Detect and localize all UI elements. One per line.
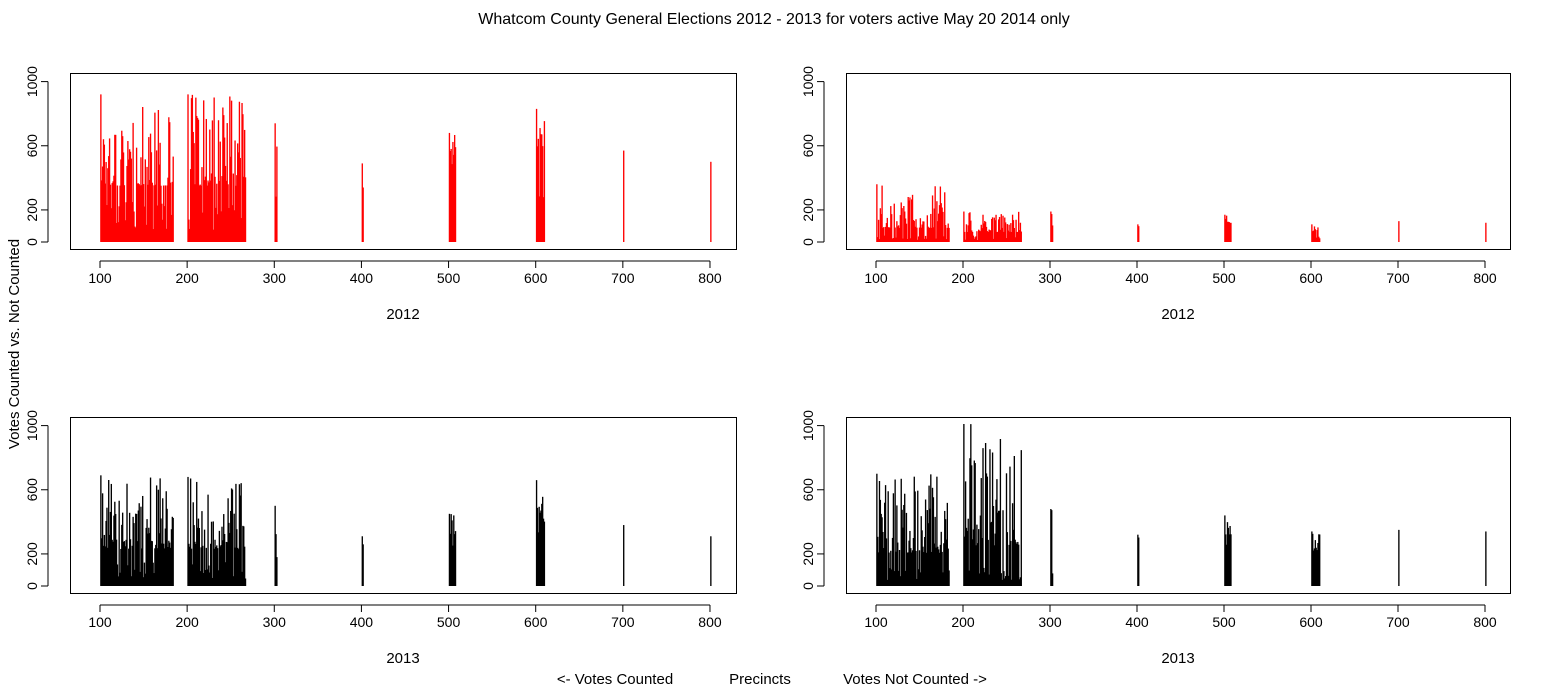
y-tick-label: 1000 (24, 410, 40, 441)
x-axis: 100 200 300 400 500 600 700 800 (88, 260, 722, 286)
x-axis-label: 2013 (1161, 650, 1194, 667)
y-axis-label: Votes Counted vs. Not Counted (6, 239, 23, 449)
x-tick-label: 500 (437, 614, 461, 630)
y-tick-label: 0 (800, 238, 816, 246)
plot-frame (846, 73, 1511, 250)
x-tick-label: 400 (1125, 270, 1149, 286)
x-tick-label: 200 (951, 270, 975, 286)
x-tick-label: 300 (1038, 270, 1062, 286)
x-tick-label: 700 (1386, 270, 1410, 286)
x-tick-label: 600 (1299, 614, 1323, 630)
y-tick-label: 600 (800, 478, 816, 502)
y-axis: 0 200 600 1000 (800, 66, 825, 246)
y-axis: 0 200 600 1000 (800, 410, 825, 590)
chart-title: Whatcom County General Elections 2012 - … (478, 11, 1069, 28)
y-tick-label: 200 (800, 198, 816, 222)
x-axis-label: 2012 (386, 306, 419, 323)
y-tick-label: 600 (24, 478, 40, 502)
y-tick-label: 600 (800, 134, 816, 158)
y-tick-label: 0 (800, 582, 816, 590)
x-tick-label: 600 (524, 614, 548, 630)
panel-bottom-left: 0 200 600 1000 100 200 300 400 500 600 700 800 2013 (24, 410, 737, 667)
x-tick-label: 300 (263, 614, 287, 630)
x-axis-label: 2012 (1161, 306, 1194, 323)
plot-frame (846, 417, 1511, 594)
bar-series (100, 94, 712, 242)
bar-series (876, 423, 1487, 586)
bar-series (876, 184, 1487, 242)
x-tick-label: 500 (437, 270, 461, 286)
x-tick-label: 200 (951, 614, 975, 630)
x-tick-label: 200 (175, 614, 199, 630)
x-tick-label: 300 (263, 270, 287, 286)
x-tick-label: 700 (611, 614, 635, 630)
panel-top-right: 0 200 600 1000 100 200 300 400 500 600 700 800 2012 (800, 66, 1511, 323)
y-axis: 0 200 600 1000 (24, 66, 49, 246)
x-axis: 100 200 300 400 500 600 700 800 (88, 604, 722, 630)
x-tick-label: 100 (88, 270, 112, 286)
x-tick-label: 300 (1038, 614, 1062, 630)
y-tick-label: 200 (24, 542, 40, 566)
plot-frame (70, 417, 737, 594)
panel-top-left: 0 200 600 1000 100 200 300 400 500 600 700 800 2012 (24, 66, 737, 323)
y-tick-label: 1000 (800, 410, 816, 441)
footer-center-label: Precincts (729, 671, 791, 688)
x-tick-label: 500 (1212, 270, 1236, 286)
panel-bottom-right: 0 200 600 1000 100 200 300 400 500 600 700 800 2013 (800, 410, 1511, 667)
x-tick-label: 100 (864, 270, 888, 286)
x-tick-label: 800 (1473, 270, 1497, 286)
y-tick-label: 200 (800, 542, 816, 566)
y-tick-label: 200 (24, 198, 40, 222)
x-tick-label: 100 (864, 614, 888, 630)
x-axis: 100 200 300 400 500 600 700 800 (864, 604, 1497, 630)
footer-left-label: <- Votes Counted (557, 671, 673, 688)
x-tick-label: 800 (1473, 614, 1497, 630)
y-axis: 0 200 600 1000 (24, 410, 49, 590)
plot-frame (70, 73, 737, 250)
bar-series (100, 475, 712, 586)
x-tick-label: 500 (1212, 614, 1236, 630)
x-tick-label: 200 (175, 270, 199, 286)
x-axis-label: 2013 (386, 650, 419, 667)
x-tick-label: 400 (1125, 614, 1149, 630)
x-tick-label: 800 (698, 614, 722, 630)
y-tick-label: 1000 (24, 66, 40, 97)
x-tick-label: 600 (1299, 270, 1323, 286)
y-tick-label: 0 (24, 582, 40, 590)
footer-right-label: Votes Not Counted -> (843, 671, 987, 688)
y-tick-label: 0 (24, 238, 40, 246)
y-tick-label: 600 (24, 134, 40, 158)
x-tick-label: 600 (524, 270, 548, 286)
x-axis: 100 200 300 400 500 600 700 800 (864, 260, 1497, 286)
x-tick-label: 400 (350, 614, 374, 630)
x-tick-label: 700 (611, 270, 635, 286)
x-tick-label: 400 (350, 270, 374, 286)
x-tick-label: 100 (88, 614, 112, 630)
x-tick-label: 800 (698, 270, 722, 286)
x-tick-label: 700 (1386, 614, 1410, 630)
y-tick-label: 1000 (800, 66, 816, 97)
